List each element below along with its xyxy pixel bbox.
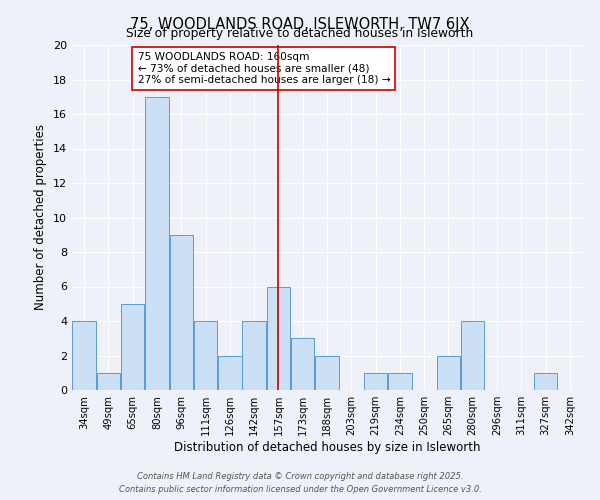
X-axis label: Distribution of detached houses by size in Isleworth: Distribution of detached houses by size … [174,441,480,454]
Bar [461,321,484,390]
Bar [266,286,290,390]
Bar [437,356,460,390]
Bar [97,373,120,390]
Bar [194,321,217,390]
Bar [315,356,339,390]
Y-axis label: Number of detached properties: Number of detached properties [34,124,47,310]
Bar [73,321,96,390]
Text: Size of property relative to detached houses in Isleworth: Size of property relative to detached ho… [127,28,473,40]
Bar [364,373,388,390]
Text: 75 WOODLANDS ROAD: 160sqm
← 73% of detached houses are smaller (48)
27% of semi-: 75 WOODLANDS ROAD: 160sqm ← 73% of detac… [137,52,390,85]
Bar [218,356,242,390]
Bar [145,97,169,390]
Text: Contains HM Land Registry data © Crown copyright and database right 2025.
Contai: Contains HM Land Registry data © Crown c… [119,472,481,494]
Bar [388,373,412,390]
Bar [121,304,145,390]
Bar [242,321,266,390]
Bar [291,338,314,390]
Bar [534,373,557,390]
Text: 75, WOODLANDS ROAD, ISLEWORTH, TW7 6JX: 75, WOODLANDS ROAD, ISLEWORTH, TW7 6JX [130,18,470,32]
Bar [170,235,193,390]
